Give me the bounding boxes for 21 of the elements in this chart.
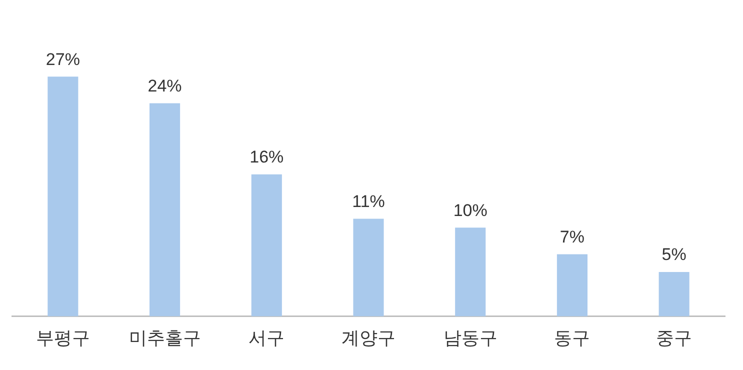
bar	[48, 76, 78, 316]
x-tick-label: 미추홀구	[128, 328, 201, 348]
data-label: 10%	[453, 200, 488, 220]
bar	[455, 228, 486, 316]
bar	[150, 103, 180, 316]
data-label: 11%	[352, 192, 385, 211]
data-label: 27%	[46, 50, 80, 69]
bar	[353, 218, 384, 316]
data-label: 7%	[560, 227, 585, 246]
x-tick-label: 남동구	[443, 328, 498, 348]
x-tick-label: 부평구	[36, 328, 90, 348]
x-tick-label: 동구	[554, 328, 590, 348]
data-label: 16%	[250, 148, 284, 167]
data-label: 5%	[662, 245, 686, 264]
x-tick-label: 서구	[248, 328, 285, 348]
data-label: 24%	[148, 76, 182, 96]
x-tick-label: 중구	[656, 328, 692, 348]
bar	[251, 174, 282, 316]
x-tick-label: 계양구	[342, 328, 396, 348]
bar	[658, 272, 690, 316]
bar	[556, 254, 588, 316]
